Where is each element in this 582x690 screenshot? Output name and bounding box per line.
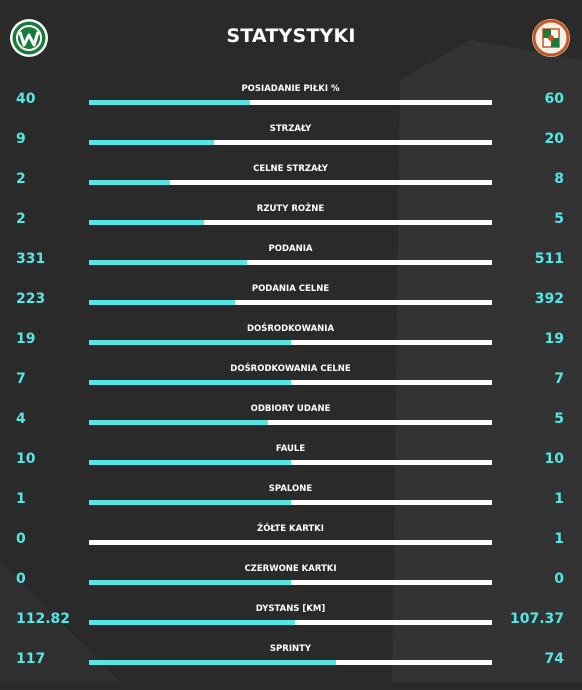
home-share-fill xyxy=(89,340,291,345)
stat-row: 40 POSIADANIE PIŁKI % 60 xyxy=(0,84,582,130)
away-value: 8 xyxy=(554,171,564,187)
stat-label: ODBIORY UDANE xyxy=(250,404,331,414)
comparison-bar xyxy=(89,540,492,545)
stat-label: CZERWONE KARTKI xyxy=(244,564,337,574)
stat-label: FAULE xyxy=(275,444,306,454)
stat-row: 4 ODBIORY UDANE 5 xyxy=(0,404,582,450)
away-value: 1 xyxy=(554,531,564,547)
home-value: 2 xyxy=(16,211,26,227)
home-value: 10 xyxy=(16,451,36,467)
comparison-bar xyxy=(89,460,492,465)
home-value: 1 xyxy=(16,491,26,507)
away-value: 5 xyxy=(554,211,564,227)
home-share-fill xyxy=(89,620,296,625)
home-share-fill xyxy=(89,140,214,145)
away-team-logo-icon xyxy=(532,19,570,57)
home-share-fill xyxy=(89,580,291,585)
comparison-bar xyxy=(89,620,492,625)
stat-row: 2 CELNE STRZAŁY 8 xyxy=(0,164,582,210)
stat-row: 112.82 DYSTANS [KM] 107.37 xyxy=(0,604,582,650)
home-value: 7 xyxy=(16,371,26,387)
away-value: 1 xyxy=(554,491,564,507)
comparison-bar xyxy=(89,380,492,385)
stat-row: 10 FAULE 10 xyxy=(0,444,582,490)
stat-label: DOŚRODKOWANIA xyxy=(246,324,335,334)
home-share-fill xyxy=(89,300,236,305)
comparison-bar xyxy=(89,180,492,185)
stat-label: PODANIA CELNE xyxy=(251,284,330,294)
comparison-bar xyxy=(89,660,492,665)
home-team-logo-icon xyxy=(10,19,48,57)
stat-row: 9 STRZAŁY 20 xyxy=(0,124,582,170)
stat-label: DYSTANS [KM] xyxy=(255,604,326,614)
stat-label: SPALONE xyxy=(268,484,313,494)
home-value: 223 xyxy=(16,291,46,307)
comparison-bar xyxy=(89,260,492,265)
away-value: 74 xyxy=(544,651,564,667)
comparison-bar xyxy=(89,300,492,305)
home-value: 40 xyxy=(16,91,36,107)
comparison-bar xyxy=(89,140,492,145)
stat-label: ŻÓŁTE KARTKI xyxy=(257,524,324,534)
away-value: 107.37 xyxy=(509,611,564,627)
home-share-fill xyxy=(89,380,291,385)
home-value: 9 xyxy=(16,131,26,147)
comparison-bar xyxy=(89,420,492,425)
stat-label: DOŚRODKOWANIA CELNE xyxy=(230,364,351,374)
stat-label: CELNE STRZAŁY xyxy=(253,164,328,174)
home-share-fill xyxy=(89,460,291,465)
away-value: 511 xyxy=(534,251,564,267)
stat-label: PODANIA xyxy=(268,244,313,254)
comparison-bar xyxy=(89,340,492,345)
away-value: 7 xyxy=(554,371,564,387)
comparison-bar xyxy=(89,100,492,105)
home-share-fill xyxy=(89,660,337,665)
home-value: 2 xyxy=(16,171,26,187)
home-share-fill xyxy=(89,220,204,225)
stat-label: STRZAŁY xyxy=(269,124,312,134)
stat-row: 0 ŻÓŁTE KARTKI 1 xyxy=(0,524,582,570)
page-title: STATYSTYKI xyxy=(226,25,356,47)
comparison-bar xyxy=(89,500,492,505)
home-value: 112.82 xyxy=(16,611,71,627)
stat-row: 223 PODANIA CELNE 392 xyxy=(0,284,582,330)
away-value: 0 xyxy=(554,571,564,587)
stat-label: POSIADANIE PIŁKI % xyxy=(241,84,340,94)
home-share-fill xyxy=(89,100,251,105)
home-value: 4 xyxy=(16,411,26,427)
home-share-fill xyxy=(89,500,291,505)
stat-row: 19 DOŚRODKOWANIA 19 xyxy=(0,324,582,370)
away-value: 60 xyxy=(544,91,564,107)
home-share-fill xyxy=(89,260,248,265)
stat-label: SPRINTY xyxy=(269,644,312,654)
home-value: 19 xyxy=(16,331,36,347)
home-share-fill xyxy=(89,420,268,425)
away-value: 5 xyxy=(554,411,564,427)
home-value: 0 xyxy=(16,571,26,587)
header: STATYSTYKI xyxy=(0,0,582,72)
stat-row: 0 CZERWONE KARTKI 0 xyxy=(0,564,582,610)
home-value: 117 xyxy=(16,651,46,667)
stat-row: 2 RZUTY ROŻNE 5 xyxy=(0,204,582,250)
comparison-bar xyxy=(89,220,492,225)
comparison-bar xyxy=(89,580,492,585)
stat-row: 331 PODANIA 511 xyxy=(0,244,582,290)
stat-row: 7 DOŚRODKOWANIA CELNE 7 xyxy=(0,364,582,410)
away-value: 20 xyxy=(544,131,564,147)
away-value: 392 xyxy=(534,291,564,307)
home-value: 0 xyxy=(16,531,26,547)
away-value: 19 xyxy=(544,331,564,347)
away-value: 10 xyxy=(544,451,564,467)
home-value: 331 xyxy=(16,251,46,267)
home-share-fill xyxy=(89,180,170,185)
stat-row: 1 SPALONE 1 xyxy=(0,484,582,530)
stat-row: 117 SPRINTY 74 xyxy=(0,644,582,690)
stat-label: RZUTY ROŻNE xyxy=(256,204,325,214)
